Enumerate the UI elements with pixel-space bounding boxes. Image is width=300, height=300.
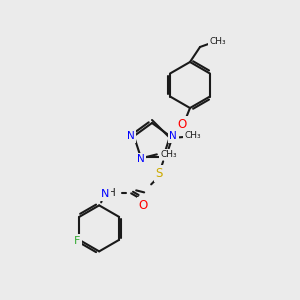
Text: O: O — [177, 118, 187, 130]
Text: H: H — [108, 188, 116, 198]
Text: N: N — [169, 131, 177, 141]
Text: F: F — [74, 236, 80, 246]
Text: N: N — [127, 131, 135, 141]
Text: CH₃: CH₃ — [160, 150, 177, 159]
Text: O: O — [139, 199, 148, 212]
Text: CH₃: CH₃ — [185, 130, 201, 140]
Text: N: N — [137, 154, 145, 164]
Text: S: S — [155, 167, 163, 180]
Text: N: N — [101, 189, 110, 200]
Text: CH₃: CH₃ — [210, 37, 226, 46]
